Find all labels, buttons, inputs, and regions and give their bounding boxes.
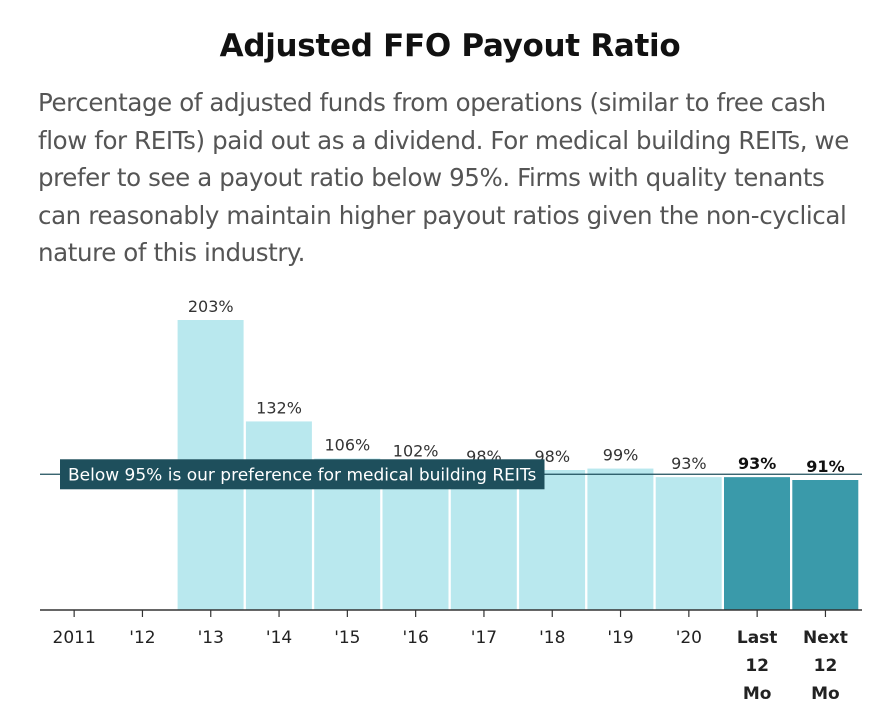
data-label-10: 93% — [738, 454, 776, 473]
bar-3 — [245, 421, 312, 610]
data-label-2: 203% — [188, 297, 234, 316]
tick-label-11-2: Mo — [811, 684, 840, 704]
tick-label-7: '18 — [539, 628, 565, 648]
bar-11 — [792, 480, 859, 610]
data-label-5: 102% — [393, 441, 439, 460]
data-label-9: 93% — [671, 454, 707, 473]
tick-label-10-2: Mo — [743, 684, 772, 704]
bars-layer: 203%132%106% 102% 98% 98% 99% 93% 93% 91% — [177, 297, 859, 610]
bar-7 — [519, 470, 586, 610]
bar-8 — [587, 468, 654, 610]
tick-label-3: '14 — [266, 628, 292, 648]
reference-line-group: Below 95% is our preference for medical … — [40, 459, 862, 490]
tick-label-9: '20 — [676, 628, 702, 648]
tick-label-0: 2011 — [53, 628, 96, 648]
bar-10 — [724, 477, 790, 610]
tick-label-10-1: 12 — [745, 656, 769, 676]
tick-label-8: '19 — [607, 628, 633, 648]
tick-label-1: '12 — [129, 628, 155, 648]
chart-description: Percentage of adjusted funds from operat… — [38, 88, 849, 267]
bar-9 — [655, 477, 722, 610]
x-axis-ticks: 2011 '12 '13 '14 '15 '16 '17 '18 '19 '20 Last 12 Mo N… — [53, 610, 848, 704]
tick-label-11-1: 12 — [814, 656, 838, 676]
tick-label-2: '13 — [198, 628, 224, 648]
reference-label-background — [60, 459, 545, 490]
bar-6 — [450, 470, 517, 610]
data-label-11: 91% — [806, 457, 844, 476]
tick-label-11-0: Next — [803, 628, 848, 648]
reference-line-label: Below 95% is our preference for medical … — [68, 465, 536, 485]
tick-label-10-0: Last — [737, 628, 778, 648]
data-label-8: 99% — [603, 446, 639, 465]
tick-label-4: '15 — [334, 628, 360, 648]
data-label-3: 132% — [256, 398, 302, 417]
data-label-4: 106% — [324, 436, 370, 455]
tick-label-5: '16 — [402, 628, 428, 648]
tick-label-6: '17 — [471, 628, 497, 648]
chart-title: Adjusted FFO Payout Ratio — [219, 28, 681, 64]
